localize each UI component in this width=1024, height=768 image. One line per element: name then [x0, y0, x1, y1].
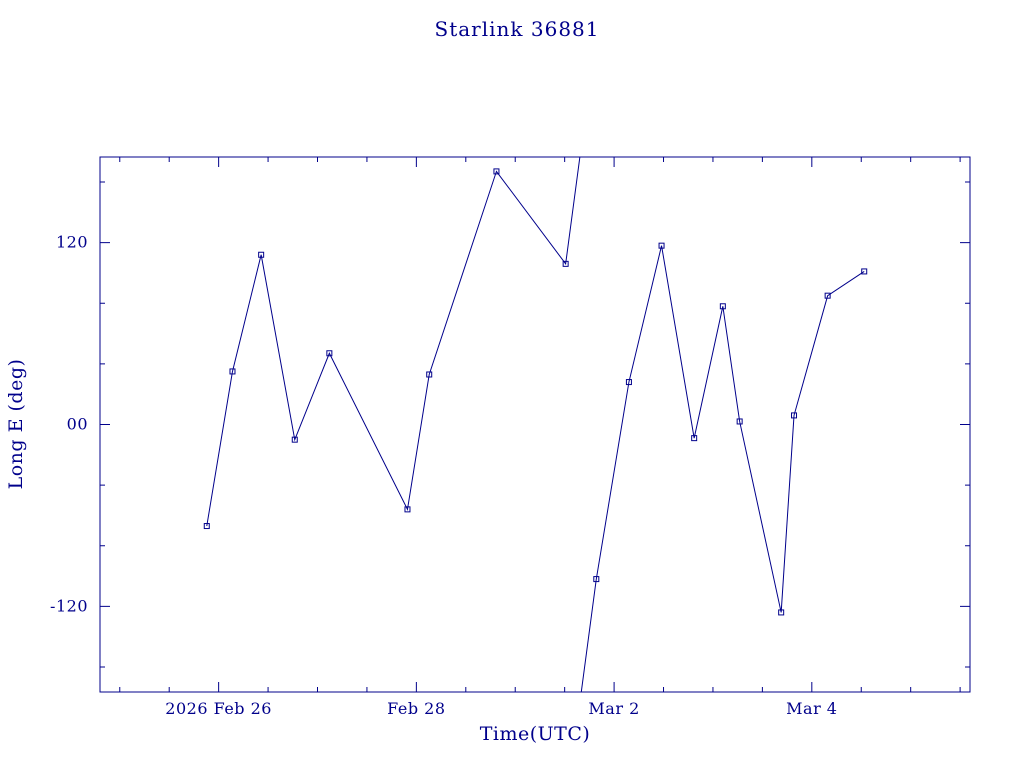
y-tick-label: -120	[50, 596, 88, 615]
data-point-marker	[719, 303, 726, 310]
x-tick-label: Mar 4	[786, 699, 837, 718]
data-point-marker	[658, 242, 665, 249]
x-tick-label: Mar 2	[588, 699, 639, 718]
data-point-marker	[258, 251, 265, 258]
data-point-marker	[791, 412, 798, 419]
x-tick-label: 2026 Feb 26	[165, 699, 272, 718]
y-axis-label: Long E (deg)	[5, 359, 27, 490]
data-point-marker	[326, 350, 333, 357]
data-point-marker	[778, 609, 785, 616]
data-point-marker	[404, 506, 411, 513]
plot-box	[99, 156, 971, 693]
data-point-marker	[203, 523, 210, 530]
y-tick-label: 120	[56, 233, 88, 252]
data-point-marker	[426, 371, 433, 378]
series-line	[580, 245, 865, 692]
x-axis-label: Time(UTC)	[480, 723, 591, 745]
data-point-marker	[861, 268, 868, 275]
data-point-marker	[493, 168, 500, 175]
data-point-marker	[691, 435, 698, 442]
series-line	[206, 157, 581, 527]
axes: 2026 Feb 26 Feb 28 Mar 2 Mar 4 120 00 -120	[50, 156, 971, 718]
data-point-marker	[229, 368, 236, 375]
data-point-marker	[824, 292, 831, 299]
data-markers	[203, 168, 868, 616]
data-series	[206, 157, 865, 692]
data-point-marker	[562, 260, 569, 267]
x-tick-label: Feb 28	[387, 699, 445, 718]
chart-title: Starlink 36881	[435, 17, 600, 41]
y-tick-label: 00	[67, 415, 88, 434]
data-point-marker	[625, 379, 632, 386]
data-point-marker	[736, 418, 743, 425]
data-point-marker	[291, 436, 298, 443]
data-point-marker	[593, 576, 600, 583]
